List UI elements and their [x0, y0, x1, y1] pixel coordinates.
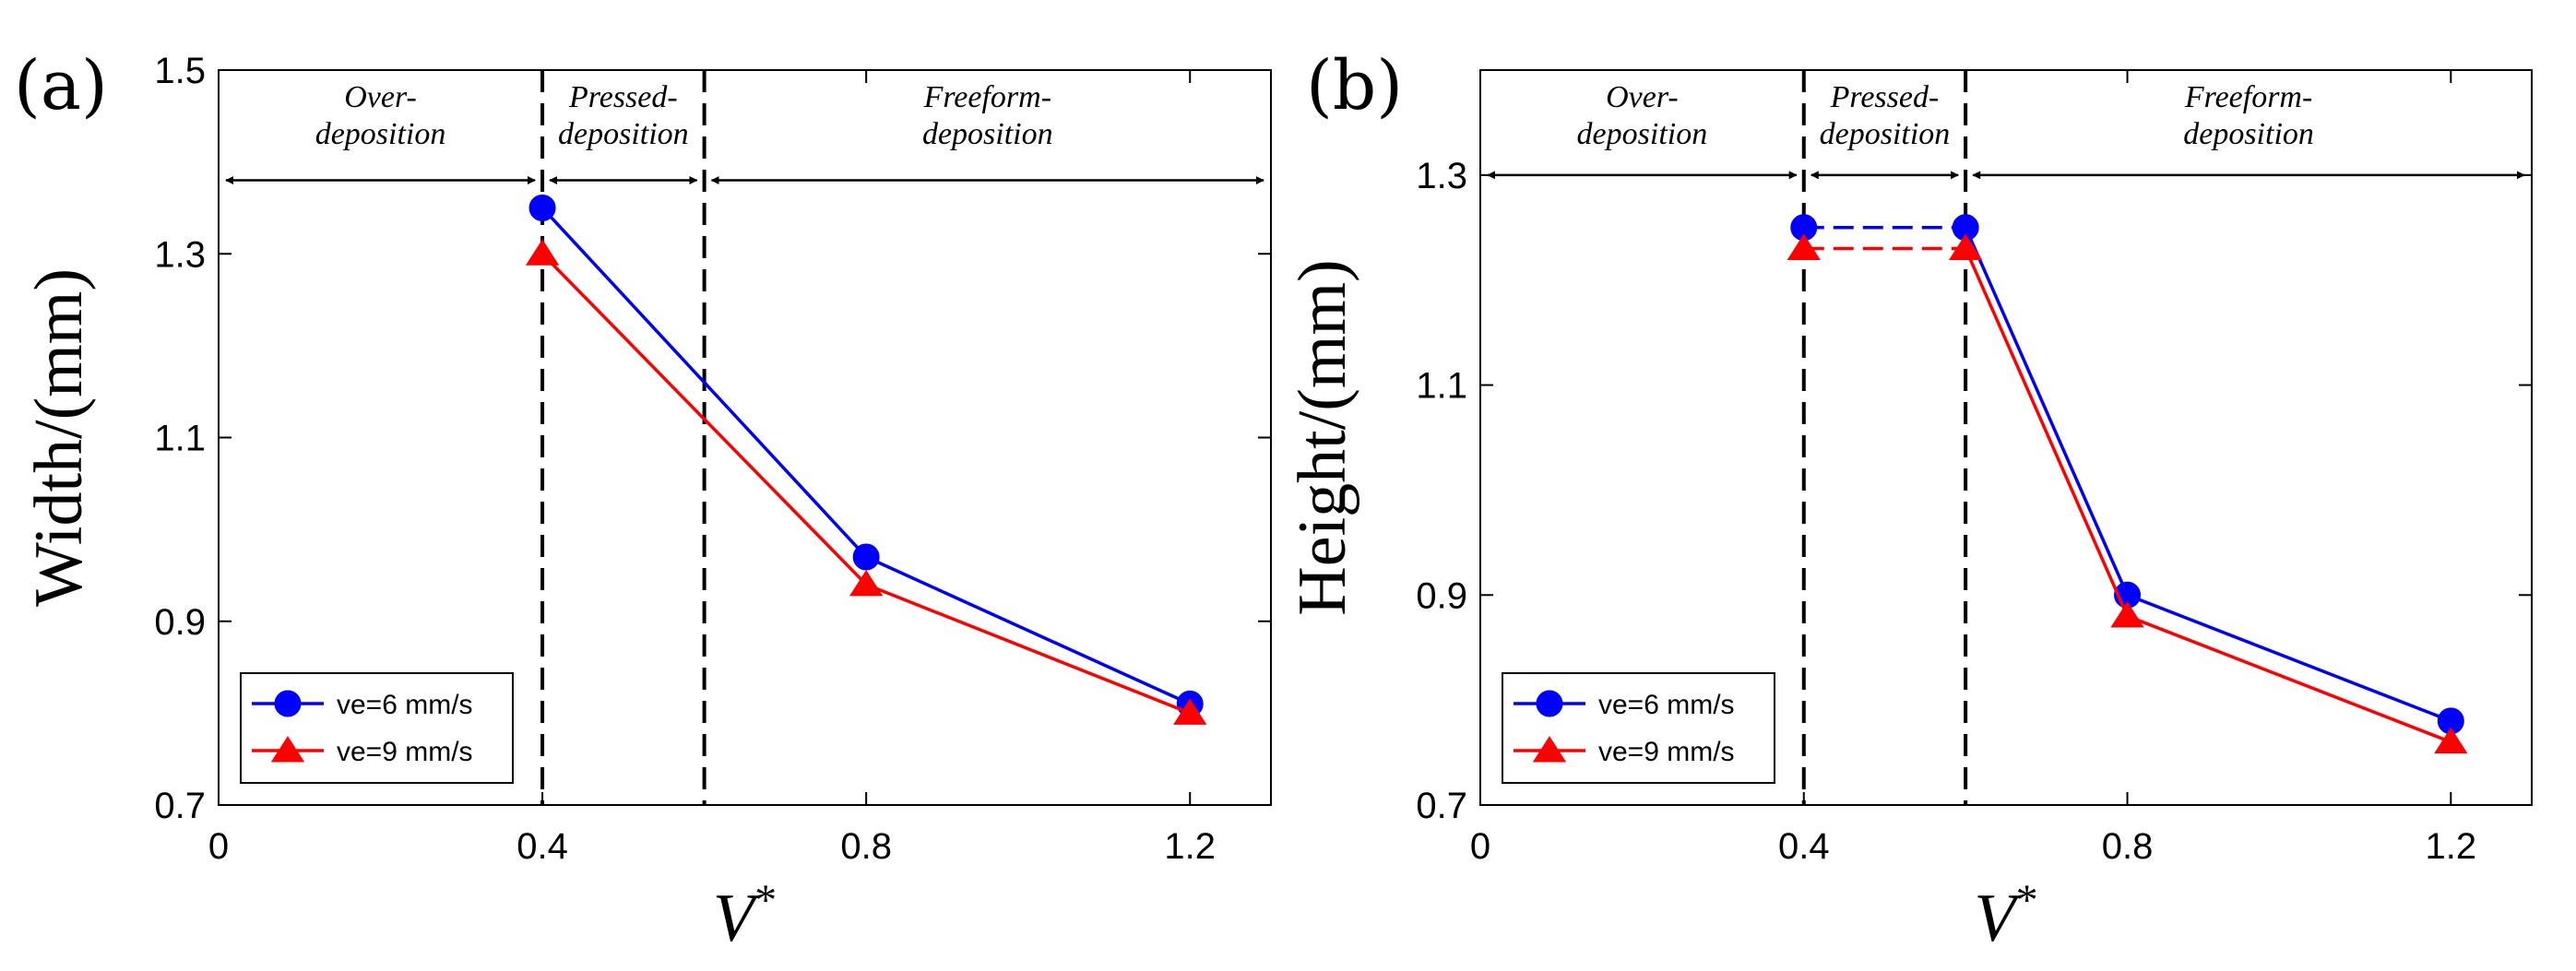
region-label-line1: Freeform-	[923, 80, 1051, 114]
legend-box	[240, 672, 514, 784]
region-label-line2: deposition	[922, 117, 1053, 151]
series-line-segment	[2126, 614, 2451, 744]
data-point-triangle	[1532, 736, 1567, 763]
data-point-triangle	[2434, 727, 2468, 754]
series-ve-6-mm-s	[528, 194, 1204, 717]
region-label-line2: deposition	[1820, 117, 1951, 151]
x-tick-label: 0	[208, 826, 229, 867]
legend-entry: ve=6 mm/s	[1514, 690, 1735, 720]
x-tick-label: 1.2	[1164, 826, 1216, 867]
x-tick-label: 0.4	[1778, 826, 1830, 867]
legend-label: ve=9 mm/s	[1598, 737, 1735, 767]
region-label-line1: Over-	[1606, 80, 1679, 114]
panel-label: (b)	[1306, 46, 1403, 125]
data-point-triangle	[1787, 233, 1821, 261]
chart-panel-a: (a) 0.7 0.9 1.1 1.3 1.5 0 0.4 0.8 1.2 V* Width/(mm)…	[14, 46, 1272, 956]
x-tick-label: 1.2	[2426, 826, 2477, 867]
y-tick-label: 1.5	[154, 51, 206, 91]
data-point-triangle	[270, 736, 305, 763]
series-line-segment	[865, 583, 1191, 716]
region-label-line2: deposition	[2183, 117, 2314, 151]
y-tick-label: 1.1	[154, 419, 206, 459]
legend: ve=6 mm/s ve=9 mm/s	[240, 672, 514, 784]
legend-label: ve=9 mm/s	[337, 737, 473, 767]
x-tick-label: 0.8	[2102, 826, 2154, 867]
y-axis-label: Width/(mm)	[21, 268, 97, 607]
y-tick-label: 1.1	[1416, 366, 1467, 407]
x-tick-label: 0	[1470, 826, 1490, 867]
data-point-circle	[1536, 690, 1563, 717]
region-label-line2: deposition	[315, 117, 446, 151]
chart-panel-b: (b) 0.7 0.9 1.1 1.3 0 0.4 0.8 1.2 V* Height/(mm) Ov…	[1285, 46, 2533, 956]
region-label-line1: Pressed-	[568, 80, 678, 114]
x-tick-label: 0.4	[516, 826, 568, 867]
x-axis-label: V*	[1974, 876, 2037, 956]
legend-entry: ve=9 mm/s	[252, 736, 473, 767]
y-axis-label: Height/(mm)	[1285, 259, 1360, 615]
series-ve-9-mm-s	[525, 239, 1207, 725]
series-line-segment	[540, 253, 868, 586]
series-line-segment	[1964, 247, 2130, 617]
x-axis-label-main: V	[713, 881, 762, 956]
y-tick-label: 0.9	[154, 602, 206, 643]
series-line-segment	[865, 555, 1191, 706]
legend-entry: ve=9 mm/s	[1514, 736, 1735, 767]
region-label-line1: Over-	[344, 80, 417, 114]
legend-label: ve=6 mm/s	[337, 690, 473, 720]
region-label-line2: deposition	[1577, 117, 1708, 151]
y-tick-label: 1.3	[1416, 156, 1467, 196]
data-point-circle	[852, 543, 880, 571]
x-axis-label-superscript: *	[2016, 876, 2038, 925]
legend: ve=6 mm/s ve=9 mm/s	[1502, 672, 1775, 784]
series-line-segment	[2126, 593, 2451, 723]
region-label-line2: deposition	[558, 117, 689, 151]
series-ve-6-mm-s	[1790, 214, 2464, 735]
data-point-circle	[528, 194, 556, 221]
y-tick-label: 0.7	[1416, 786, 1467, 826]
series-line-segment	[540, 207, 868, 559]
region-label-line1: Pressed-	[1830, 80, 1940, 114]
region-label-line1: Freeform-	[2184, 80, 2312, 114]
data-point-circle	[274, 690, 302, 717]
y-tick-label: 1.3	[154, 234, 206, 275]
legend-entry: ve=6 mm/s	[252, 690, 473, 720]
legend-label: ve=6 mm/s	[1598, 690, 1735, 720]
axes-frame	[1479, 69, 2533, 806]
legend-box	[1502, 672, 1775, 784]
x-axis-label-superscript: *	[754, 876, 777, 925]
y-tick-label: 0.9	[1416, 575, 1467, 616]
y-tick-label: 0.7	[154, 786, 206, 826]
x-axis-label: V*	[713, 876, 777, 956]
data-point-triangle	[525, 239, 560, 266]
series-line-segment	[1964, 227, 2130, 596]
x-tick-label: 0.8	[840, 826, 892, 867]
x-axis-label-main: V	[1974, 881, 2023, 956]
series-ve-9-mm-s	[1787, 233, 2468, 754]
data-point-triangle	[1948, 233, 1983, 261]
data-point-triangle	[1173, 698, 1207, 725]
panel-label: (a)	[14, 46, 108, 125]
data-point-triangle	[849, 569, 884, 597]
data-point-triangle	[2110, 601, 2144, 628]
